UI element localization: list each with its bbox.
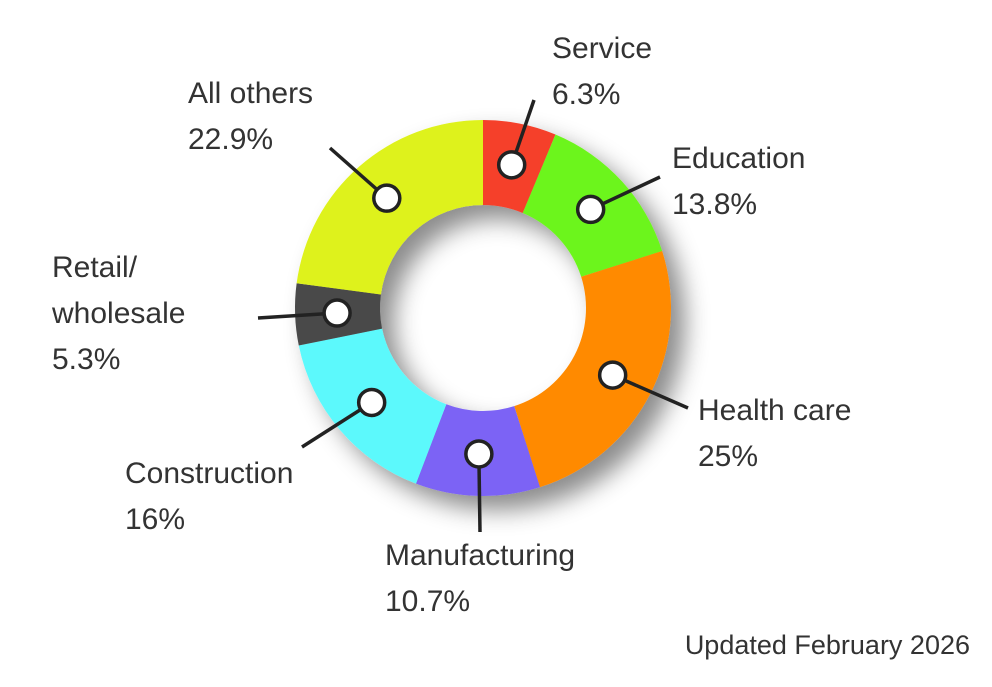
slice-label: Retail/ wholesale 5.3% [52,245,185,383]
category-label: Health care [698,394,852,427]
slice-label: Health care 25% [698,388,851,480]
marker [575,194,606,225]
value-label: 5.3% [52,343,121,376]
footnote: Updated February 2026 [684,630,970,660]
value-label: 10.7% [385,585,471,618]
category-label: Manufacturing [385,539,576,572]
marker [356,387,387,418]
marker [496,150,527,180]
value-label: 13.8% [672,188,758,221]
slice [514,251,671,488]
slice-label: Service 6.3% [552,26,652,118]
category-label: Retail/ wholesale [52,251,186,330]
category-label: Service [552,32,653,65]
category-label: All others [188,77,314,110]
slice-label: Manufacturing 10.7% [385,533,575,625]
category-label: Education [672,142,806,175]
slice-label: Construction 16% [125,451,293,543]
category-label: Construction [125,457,294,490]
value-label: 22.9% [188,123,274,156]
slice-label: Education 13.8% [672,136,805,228]
value-label: 25% [698,440,759,473]
value-label: 16% [125,503,186,536]
marker [322,298,352,328]
marker [372,183,402,213]
slice-label: All others 22.9% [188,71,313,163]
marker [464,439,494,469]
marker [597,360,628,390]
value-label: 6.3% [552,78,621,111]
